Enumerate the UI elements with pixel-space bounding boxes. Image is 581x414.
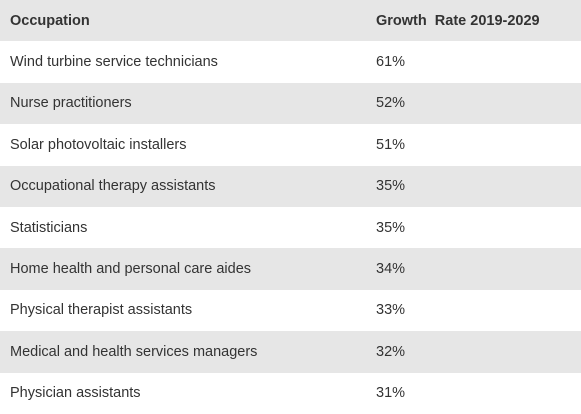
occupation-cell: Statisticians: [10, 219, 88, 236]
growth-rate-cell: 32%: [376, 343, 406, 360]
occupation-cell: Physician assistants: [10, 385, 141, 402]
table-header-row: Occupation Growth Rate 2019-2029: [0, 0, 581, 42]
table-row: Occupational therapy assistants 35%: [0, 165, 581, 207]
table-row: Home health and personal care aides 34%: [0, 248, 581, 290]
growth-rate-cell: 51%: [376, 136, 406, 153]
table-row: Physical therapist assistants 33%: [0, 289, 581, 332]
occupation-cell: Wind turbine service technicians: [10, 54, 218, 71]
table-row: Solar photovoltaic installers 51%: [0, 124, 581, 166]
occupation-cell: Nurse practitioners: [10, 95, 132, 112]
table-row: Wind turbine service technicians 61%: [0, 41, 581, 83]
growth-rate-cell: 33%: [376, 302, 406, 319]
growth-rate-cell: 61%: [376, 54, 406, 71]
occupation-cell: Medical and health services managers: [10, 343, 258, 360]
growth-rate-cell: 34%: [376, 261, 406, 278]
header-growth-rate: Growth Rate 2019-2029: [376, 12, 540, 29]
table-row: Statisticians 35%: [0, 206, 581, 249]
growth-rate-cell: 31%: [376, 385, 406, 402]
table-row: Physician assistants 31%: [0, 372, 581, 414]
growth-rate-cell: 52%: [376, 95, 406, 112]
table-row: Medical and health services managers 32%: [0, 331, 581, 373]
occupation-cell: Solar photovoltaic installers: [10, 136, 187, 153]
growth-rate-cell: 35%: [376, 178, 406, 195]
occupation-cell: Home health and personal care aides: [10, 261, 252, 278]
growth-rate-cell: 35%: [376, 219, 406, 236]
header-occupation: Occupation: [10, 12, 90, 29]
occupation-cell: Occupational therapy assistants: [10, 178, 216, 195]
occupation-cell: Physical therapist assistants: [10, 302, 193, 319]
table-row: Nurse practitioners 52%: [0, 82, 581, 125]
